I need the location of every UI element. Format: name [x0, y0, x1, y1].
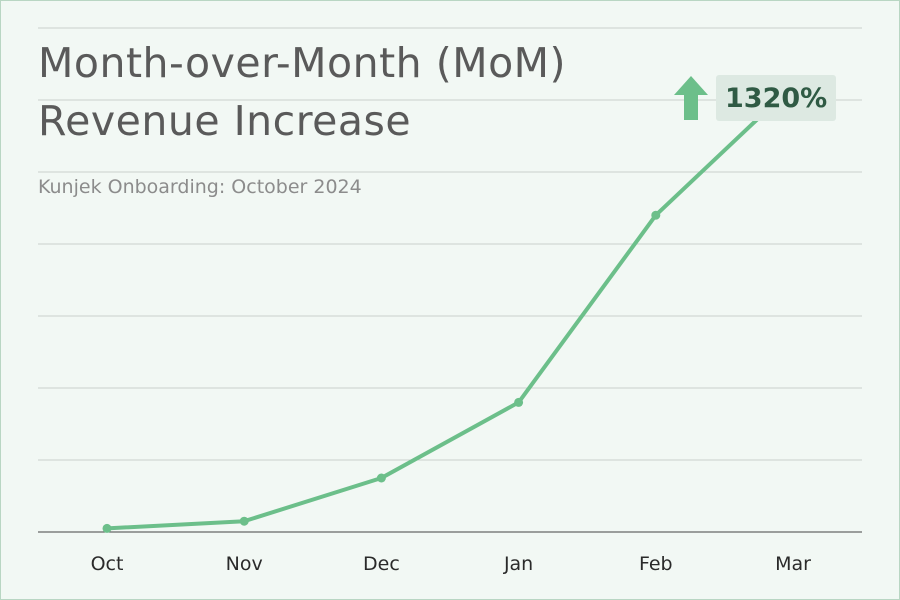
x-tick-label: Feb: [639, 553, 673, 575]
arrow-up-icon: [674, 76, 708, 120]
x-tick-label: Oct: [91, 553, 124, 575]
x-tick-label: Dec: [363, 553, 400, 575]
chart-subtitle: Kunjek Onboarding: October 2024: [38, 176, 362, 198]
x-tick-label: Jan: [503, 553, 533, 575]
series-line: [105, 83, 795, 531]
data-point-dec: [376, 473, 386, 483]
x-tick-label: Mar: [775, 553, 811, 575]
increase-badge: 1320%: [716, 75, 837, 121]
increase-value: 1320%: [725, 82, 828, 114]
data-point-feb: [651, 210, 661, 220]
x-tick-labels: Oct Nov Dec Jan Feb Mar: [91, 553, 812, 575]
x-tick-label: Nov: [226, 553, 263, 575]
chart-title: Month-over-Month (MoM) Revenue Increase: [38, 39, 567, 145]
data-point-nov: [239, 516, 249, 526]
data-point-oct: [102, 523, 112, 533]
data-point-jan: [514, 397, 524, 407]
